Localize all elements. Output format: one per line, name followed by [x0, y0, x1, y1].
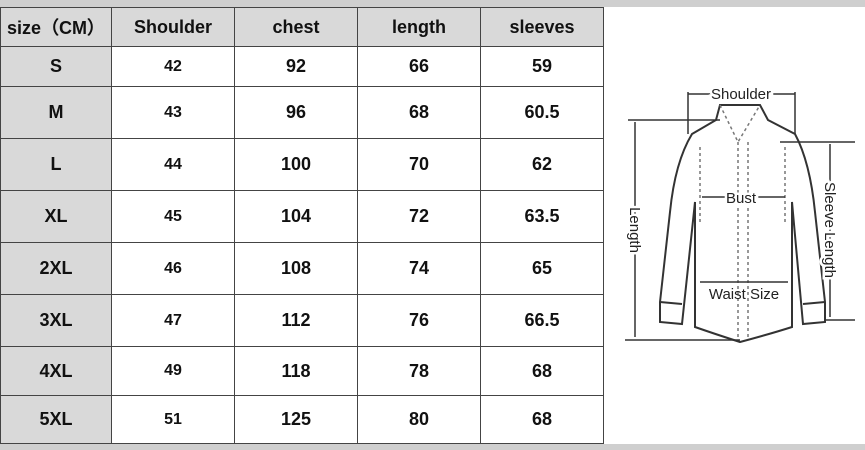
table-row: 4XL 49 118 78 68	[0, 346, 604, 396]
label-length: Length	[626, 207, 643, 253]
sleeves-cell: 68	[480, 395, 604, 444]
label-bust: Bust	[726, 190, 757, 207]
sleeves-cell: 66.5	[480, 294, 604, 347]
label-shoulder: Shoulder	[711, 86, 771, 103]
table-row: 5XL 51 125 80 68	[0, 395, 604, 444]
shoulder-cell: 45	[111, 190, 235, 243]
size-cell: 4XL	[0, 346, 112, 396]
shirt-outline-icon	[659, 104, 826, 344]
chest-cell: 108	[234, 242, 358, 295]
label-sleeve-length: Sleeve Length	[821, 182, 838, 278]
chest-cell: 92	[234, 46, 358, 87]
length-cell: 80	[357, 395, 481, 444]
table-row: XL 45 104 72 63.5	[0, 190, 604, 243]
sleeves-cell: 65	[480, 242, 604, 295]
chest-cell: 125	[234, 395, 358, 444]
size-cell: L	[0, 138, 112, 191]
chest-cell: 96	[234, 86, 358, 139]
sleeves-cell: 68	[480, 346, 604, 396]
shirt-measurement-diagram: Shoulder Bust Waist Size Length Sleeve L…	[624, 84, 855, 344]
length-cell: 78	[357, 346, 481, 396]
size-cell: S	[0, 46, 112, 87]
length-cell: 74	[357, 242, 481, 295]
size-table: size（CM） Shoulder chest length sleeves S…	[0, 7, 604, 444]
table-row: S 42 92 66 59	[0, 46, 604, 87]
length-cell: 76	[357, 294, 481, 347]
length-cell: 70	[357, 138, 481, 191]
header-shoulder: Shoulder	[111, 7, 235, 47]
shoulder-cell: 51	[111, 395, 235, 444]
chest-cell: 100	[234, 138, 358, 191]
length-cell: 72	[357, 190, 481, 243]
header-length: length	[357, 7, 481, 47]
chest-cell: 118	[234, 346, 358, 396]
shoulder-cell: 42	[111, 46, 235, 87]
size-cell: 5XL	[0, 395, 112, 444]
table-row: M 43 96 68 60.5	[0, 86, 604, 139]
shoulder-cell: 47	[111, 294, 235, 347]
header-row: size（CM） Shoulder chest length sleeves	[0, 7, 604, 47]
shoulder-cell: 43	[111, 86, 235, 139]
shoulder-cell: 49	[111, 346, 235, 396]
sleeves-cell: 62	[480, 138, 604, 191]
size-cell: M	[0, 86, 112, 139]
table-row: L 44 100 70 62	[0, 138, 604, 191]
header-chest: chest	[234, 7, 358, 47]
label-waist: Waist Size	[709, 286, 779, 303]
size-chart: size（CM） Shoulder chest length sleeves S…	[0, 7, 865, 444]
table-row: 3XL 47 112 76 66.5	[0, 294, 604, 347]
chest-cell: 104	[234, 190, 358, 243]
sleeves-cell: 60.5	[480, 86, 604, 139]
header-size: size（CM）	[0, 7, 112, 47]
length-cell: 66	[357, 46, 481, 87]
chest-cell: 112	[234, 294, 358, 347]
length-cell: 68	[357, 86, 481, 139]
size-cell: 3XL	[0, 294, 112, 347]
sleeves-cell: 63.5	[480, 190, 604, 243]
table-row: 2XL 46 108 74 65	[0, 242, 604, 295]
shoulder-cell: 44	[111, 138, 235, 191]
size-cell: XL	[0, 190, 112, 243]
shoulder-cell: 46	[111, 242, 235, 295]
header-sleeves: sleeves	[480, 7, 604, 47]
sleeves-cell: 59	[480, 46, 604, 87]
size-cell: 2XL	[0, 242, 112, 295]
